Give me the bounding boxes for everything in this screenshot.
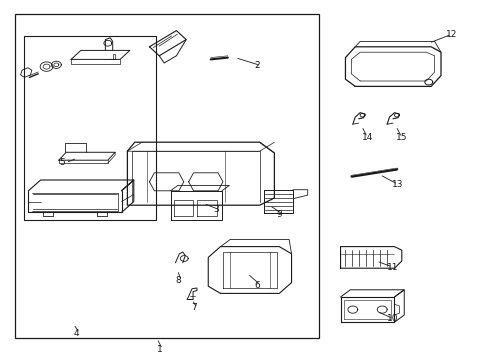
Text: 7: 7 <box>191 303 197 312</box>
Text: 5: 5 <box>60 158 66 167</box>
Text: 12: 12 <box>446 30 457 39</box>
Text: 8: 8 <box>175 276 181 285</box>
Text: 10: 10 <box>387 314 398 323</box>
Text: 2: 2 <box>255 61 260 70</box>
Text: 6: 6 <box>255 281 261 289</box>
Text: 1: 1 <box>157 345 163 354</box>
Text: 9: 9 <box>277 210 283 219</box>
Text: 14: 14 <box>362 133 373 142</box>
Text: 11: 11 <box>387 263 398 271</box>
Text: 4: 4 <box>74 328 79 338</box>
Bar <box>24 36 156 220</box>
Text: 13: 13 <box>392 180 403 189</box>
Text: 15: 15 <box>396 133 407 142</box>
Text: 3: 3 <box>213 205 219 214</box>
Bar <box>15 14 318 338</box>
